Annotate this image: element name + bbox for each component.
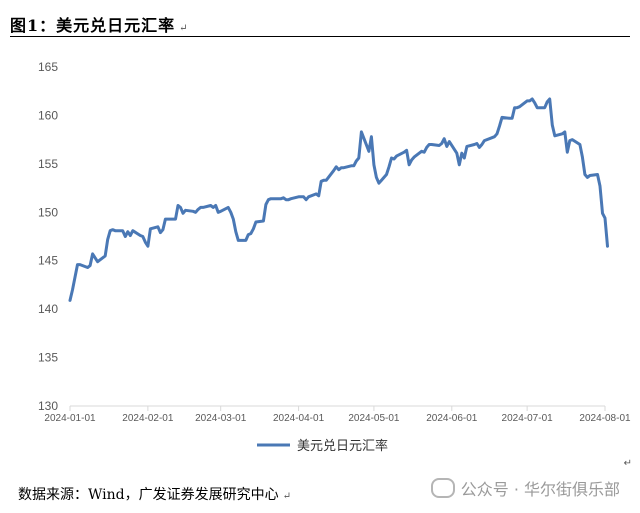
y-tick-label: 150 <box>38 205 58 219</box>
y-tick-label: 145 <box>38 254 58 268</box>
watermark-text: 公众号 · 华尔街俱乐部 <box>460 480 620 499</box>
figure-title-text: 图1：美元兑日元汇率 <box>10 16 176 35</box>
paragraph-mark-icon: ↵ <box>282 491 291 502</box>
series-line-usd-jpy <box>68 97 609 302</box>
paragraph-mark-icon: ↵ <box>623 458 632 469</box>
wechat-icon <box>430 478 455 498</box>
x-tick-label: 2024-02-01 <box>122 413 174 424</box>
x-tick-label: 2024-05-01 <box>348 413 400 424</box>
x-tick-label: 2024-01-01 <box>44 413 96 424</box>
x-tick-label: 2024-04-01 <box>273 413 325 424</box>
y-tick-label: 160 <box>38 108 58 122</box>
y-tick-label: 140 <box>38 302 58 316</box>
data-source-text: 数据来源：Wind，广发证券发展研究中心 <box>18 487 279 503</box>
x-tick-label: 2024-06-01 <box>426 413 478 424</box>
y-tick-label: 130 <box>38 399 58 413</box>
figure-title: 图1：美元兑日元汇率 ↵ <box>10 12 189 36</box>
y-tick-label: 165 <box>38 60 58 74</box>
chart-axes: 130 135 140 145 150 155 160 165 2024-01-01 2024-0… <box>38 60 631 424</box>
watermark: 公众号 · 华尔街俱乐部 <box>430 476 620 500</box>
chart-legend: 美元兑日元汇率 <box>257 438 388 454</box>
x-tick-label: 2024-07-01 <box>502 413 554 424</box>
y-tick-label: 135 <box>38 351 58 365</box>
x-tick-label: 2024-03-01 <box>195 413 247 424</box>
title-divider <box>10 36 630 37</box>
legend-label: 美元兑日元汇率 <box>297 438 388 454</box>
x-tick-label: 2024-08-01 <box>579 413 631 424</box>
y-tick-label: 155 <box>38 157 58 171</box>
chart-plot-area <box>68 97 609 302</box>
data-source-note: 数据来源：Wind，广发证券发展研究中心 ↵ <box>18 484 291 504</box>
paragraph-mark-icon: ↵ <box>179 23 189 34</box>
